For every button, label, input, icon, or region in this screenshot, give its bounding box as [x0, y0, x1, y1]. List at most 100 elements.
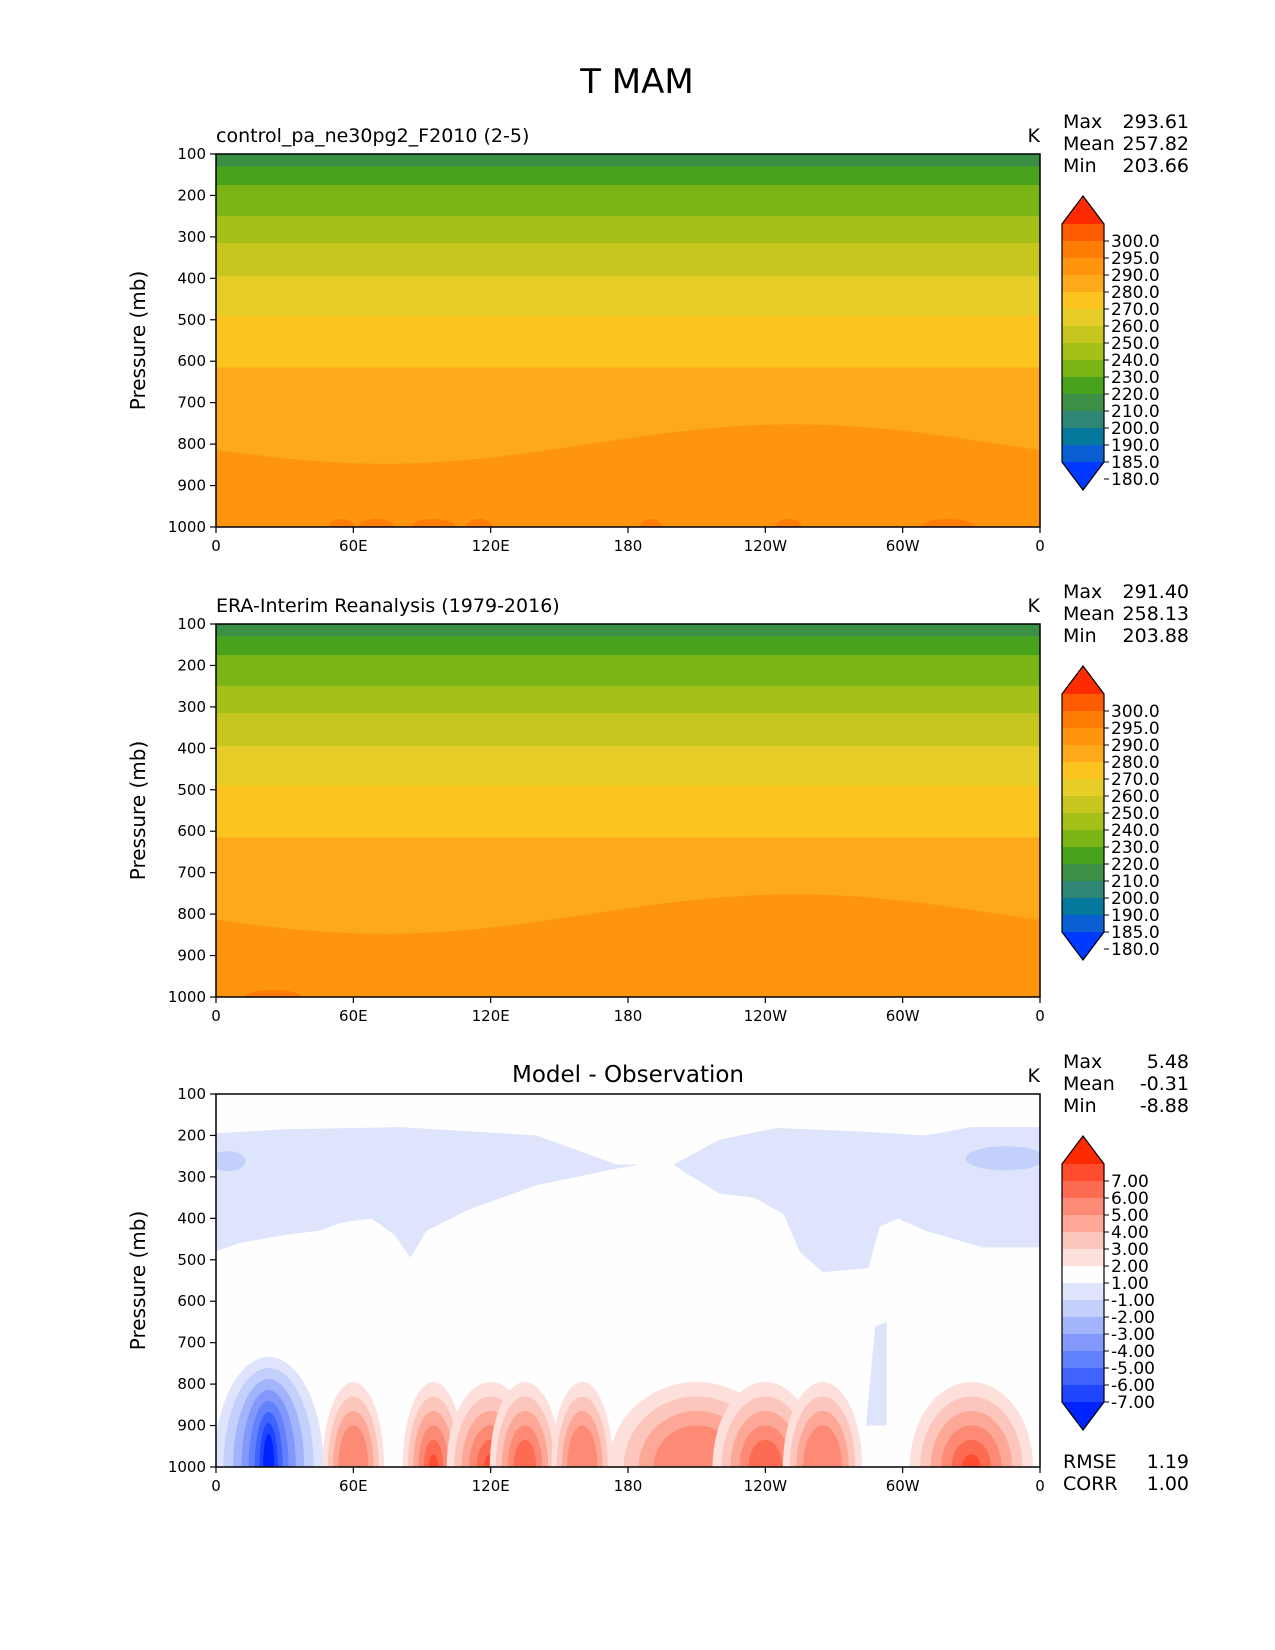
y-tick-label: 100: [177, 1085, 206, 1103]
cold-region: [216, 1151, 246, 1172]
temperature-band: [216, 624, 1040, 637]
y-tick-label: 900: [177, 1417, 206, 1435]
colorbar-label: 200.0: [1111, 419, 1160, 439]
colorbar-extend-bottom: [1062, 1402, 1104, 1430]
colorbar-label: 290.0: [1111, 736, 1160, 756]
colorbar-segment: [1062, 258, 1104, 276]
stat-label: Mean: [1063, 133, 1115, 155]
colorbar-segment: [1062, 898, 1104, 916]
x-tick-label: 120E: [472, 537, 510, 555]
colorbar-label: 270.0: [1111, 770, 1160, 790]
stat-label: Max: [1063, 581, 1102, 603]
colorbar-segment: [1062, 745, 1104, 763]
colorbar-label: -1.00: [1111, 1291, 1155, 1311]
colorbar-segment: [1062, 694, 1104, 712]
warm-patch: [338, 1425, 369, 1467]
colorbar-segment: [1062, 445, 1104, 463]
warm-patch: [775, 519, 802, 527]
x-tick-label: 120E: [472, 1007, 510, 1025]
colorbar-label: 250.0: [1111, 334, 1160, 354]
units-label: K: [1028, 1065, 1041, 1087]
colorbar-segment: [1062, 241, 1104, 259]
x-tick-label: 60W: [886, 1477, 920, 1495]
colorbar-label: 260.0: [1111, 787, 1160, 807]
y-tick-label: 800: [177, 905, 206, 923]
warm-patch: [423, 1439, 444, 1467]
colorbar-segment: [1062, 1181, 1104, 1199]
warm-patch: [922, 519, 975, 527]
colorbar-segment: [1062, 762, 1104, 780]
colorbar-segment: [1062, 728, 1104, 746]
y-tick-label: 300: [177, 228, 206, 246]
colorbar-segment: [1062, 1351, 1104, 1369]
x-tick-label: 0: [1035, 1007, 1045, 1025]
colorbar-label: 250.0: [1111, 804, 1160, 824]
y-tick-label: 600: [177, 822, 206, 840]
colorbar-segment: [1062, 1317, 1104, 1335]
y-tick-label: 400: [177, 269, 206, 287]
warm-patch: [328, 519, 356, 527]
y-tick-label: 200: [177, 186, 206, 204]
colorbar-segment: [1062, 847, 1104, 865]
warm-patch: [639, 519, 662, 527]
colorbar: 300.0295.0290.0280.0270.0260.0250.0240.0…: [1061, 195, 1160, 491]
x-tick-label: 60W: [886, 1007, 920, 1025]
y-tick-label: 400: [177, 1209, 206, 1227]
plot-area: [216, 624, 1040, 997]
colorbar-segment: [1062, 1368, 1104, 1386]
x-tick-label: 60E: [339, 1477, 368, 1495]
stat-label: Max: [1063, 1051, 1102, 1073]
y-tick-label: 700: [177, 394, 206, 412]
warm-patch: [567, 1425, 598, 1467]
y-tick-label: 700: [177, 864, 206, 882]
colorbar-segment: [1062, 377, 1104, 395]
y-tick-label: 300: [177, 1168, 206, 1186]
x-tick-label: 180: [614, 537, 643, 555]
colorbar-segment: [1062, 326, 1104, 344]
colorbar-segment: [1062, 411, 1104, 429]
colorbar-label: 180.0: [1111, 470, 1160, 490]
panel-observation: 0 60E 120E 180 120W 60W 0 100 200 300 400 500 600 700…: [126, 581, 1189, 1025]
colorbar-label: 300.0: [1111, 232, 1160, 252]
colorbar-label: 260.0: [1111, 317, 1160, 337]
cold-region: [866, 1321, 887, 1426]
colorbar-label: 6.00: [1111, 1189, 1149, 1209]
units-label: K: [1028, 125, 1041, 147]
stat-label: Max: [1063, 111, 1102, 133]
warm-patch: [513, 1439, 537, 1467]
x-tick-label: 120W: [744, 1007, 788, 1025]
colorbar-extend-bottom: [1062, 462, 1104, 490]
colorbar: 300.0295.0290.0280.0270.0260.0250.0240.0…: [1061, 665, 1160, 961]
plot-area: [216, 1094, 1040, 1467]
colorbar-label: 7.00: [1111, 1172, 1149, 1192]
colorbar-label: 200.0: [1111, 889, 1160, 909]
y-tick-label: 1000: [168, 988, 206, 1006]
y-tick-label: 600: [177, 1292, 206, 1310]
plot-area: [216, 154, 1040, 527]
colorbar-extend-top: [1062, 666, 1104, 694]
warm-patch: [748, 1439, 783, 1467]
y-axis-label: Pressure (mb): [126, 1211, 150, 1351]
y-tick-label: 600: [177, 352, 206, 370]
figure-title: T MAM: [579, 62, 694, 102]
y-tick-label: 900: [177, 477, 206, 495]
y-tick-label: 1000: [168, 1458, 206, 1476]
colorbar-label: -7.00: [1111, 1393, 1155, 1413]
cold-region: [216, 1127, 640, 1258]
colorbar-label: 295.0: [1111, 249, 1160, 269]
colorbar-segment: [1062, 864, 1104, 882]
y-axis-label: Pressure (mb): [126, 271, 150, 411]
stat-value: 258.13: [1123, 603, 1189, 625]
warm-patch: [411, 519, 456, 527]
y-tick-label: 200: [177, 1126, 206, 1144]
warm-patch: [803, 1425, 842, 1467]
stat-label: Min: [1063, 625, 1097, 647]
y-tick-label: 500: [177, 311, 206, 329]
y-tick-label: 900: [177, 947, 206, 965]
panel-title: Model - Observation: [512, 1062, 744, 1088]
stat-value: -8.88: [1140, 1095, 1189, 1117]
x-tick-label: 60W: [886, 537, 920, 555]
colorbar-segment: [1062, 428, 1104, 446]
colorbar-segment: [1062, 830, 1104, 848]
